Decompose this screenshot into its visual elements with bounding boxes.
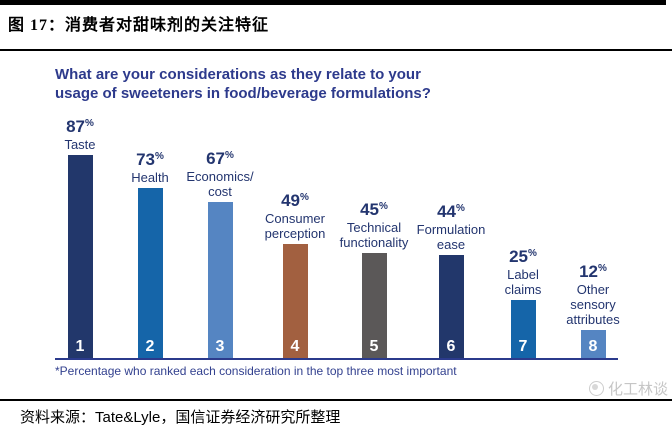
footer-divider-line xyxy=(0,399,672,401)
chart-question-line1: What are your considerations as they rel… xyxy=(55,66,421,83)
percent-sign: % xyxy=(300,192,309,203)
chart-question-line2: usage of sweeteners in food/beverage for… xyxy=(55,85,431,102)
bar-value: 25% xyxy=(509,247,537,266)
bar-rank-label: 7 xyxy=(518,338,528,355)
bar-category-label: functionality xyxy=(339,235,409,250)
percent-sign: % xyxy=(155,151,164,162)
bar-other-sensory-attributes: 8 xyxy=(580,330,606,358)
bar-technical-functionality: 5 xyxy=(361,253,387,358)
bar-rank-label: 6 xyxy=(446,338,456,355)
bar-label-health: 73% Health xyxy=(98,147,202,185)
bar-taste: 1 xyxy=(67,155,93,358)
bar-category-label: Technical xyxy=(346,220,402,235)
bar-value: 73% xyxy=(136,150,164,169)
bar-category-label: Taste xyxy=(64,137,96,152)
bar-value: 87% xyxy=(66,117,94,136)
percent-sign: % xyxy=(598,263,607,274)
bar-category-label: Formulation xyxy=(416,222,486,237)
source-line: 资料来源：Tate&Lyle，国信证券经济研究所整理 xyxy=(20,406,340,427)
bar-label-label-claims: 25% Label claims xyxy=(471,244,575,297)
top-border-bar xyxy=(0,0,666,5)
bar-value: 12% xyxy=(579,262,607,281)
bar-value: 49% xyxy=(281,191,309,210)
source-suffix: ，国信证券经济研究所整理 xyxy=(160,410,341,426)
chart-question-title: What are your considerations as they rel… xyxy=(55,65,431,103)
bar-category-label: ease xyxy=(436,237,466,252)
bar-rank-label: 8 xyxy=(588,338,598,355)
x-axis-line xyxy=(55,358,618,360)
bar-label-consumer-perception: 49% Consumer perception xyxy=(243,188,347,241)
bar-label-economics-cost: 67% Economics/cost xyxy=(168,146,272,199)
percent-sign: % xyxy=(225,150,234,161)
watermark-text: 化工林谈 xyxy=(607,382,668,398)
bar-label-technical-functionality: 45% Technical functionality xyxy=(322,197,426,250)
bar-category-label: perception xyxy=(264,226,326,241)
percent-sign: % xyxy=(528,248,537,259)
bar-label-formulation-ease: 44% Formulation ease xyxy=(399,199,503,252)
bar-value: 45% xyxy=(360,200,388,219)
bar-consumer-perception: 4 xyxy=(282,244,308,358)
bar-value: 44% xyxy=(437,202,465,221)
chart-plot-area: 1 87% Taste 2 73% Health 3 67% Economics/cost 4 49… xyxy=(28,114,645,358)
source-name: Tate&Lyle xyxy=(95,409,161,426)
bar-category-label: Health xyxy=(131,170,169,185)
bar-category-label: Economics/ xyxy=(186,169,254,184)
bar-label-taste: 87% Taste xyxy=(28,114,132,152)
bar-rank-label: 2 xyxy=(145,338,155,355)
bar-category-label: Consumer xyxy=(265,211,325,226)
bar-category-label: cost xyxy=(208,184,232,199)
bar-rank-label: 1 xyxy=(75,338,85,355)
chart-footnote: *Percentage who ranked each consideratio… xyxy=(55,364,457,378)
bar-category-label: claims xyxy=(504,282,542,297)
bar-health: 2 xyxy=(137,188,163,358)
bar-rank-label: 5 xyxy=(369,338,379,355)
bar-category-label: sensory xyxy=(570,297,616,312)
source-prefix: 资料来源： xyxy=(20,410,96,426)
figure-title: 图 17：消费者对甜味剂的关注特征 xyxy=(8,17,270,34)
watermark: 化工林谈 xyxy=(588,378,668,399)
bar-label-claims: 7 xyxy=(510,300,536,358)
bar-rank-label: 3 xyxy=(215,338,225,355)
bar-value: 67% xyxy=(206,149,234,168)
watermark-logo-icon xyxy=(588,381,604,396)
bar-economics-cost: 3 xyxy=(207,202,233,358)
bar-rank-label: 4 xyxy=(290,338,300,355)
bar-category-label: attributes xyxy=(566,312,620,327)
percent-sign: % xyxy=(379,201,388,212)
title-divider-line xyxy=(0,49,672,51)
bar-category-label: Other xyxy=(576,282,610,297)
percent-sign: % xyxy=(85,118,94,129)
percent-sign: % xyxy=(456,203,465,214)
bar-formulation-ease: 6 xyxy=(438,255,464,358)
bar-label-other-sensory-attributes: 12% Other sensory attributes xyxy=(541,259,645,327)
bar-category-label: Label xyxy=(507,267,539,282)
